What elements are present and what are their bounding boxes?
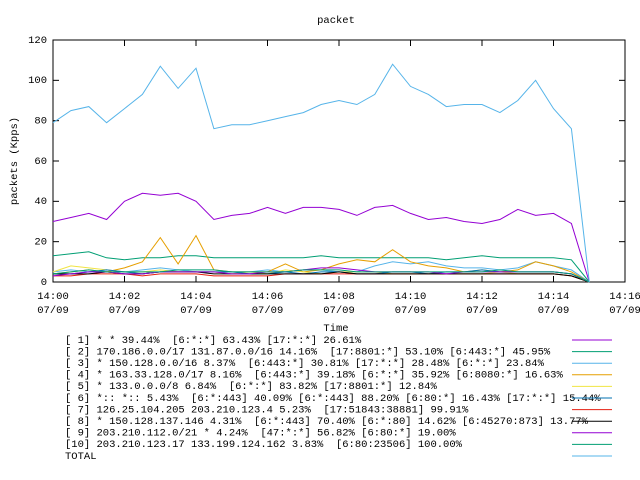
series-line [52, 269, 590, 283]
legend-label: [ 1] * * 39.44% [6:*:*] 63.43% [17:*:*] … [65, 335, 362, 347]
y-tick-label: 80 [34, 115, 47, 127]
x-tick-label: 14:08 [323, 291, 355, 303]
x-tick-label: 14:02 [109, 291, 141, 303]
legend-label: [ 9] 203.210.112.0/21 * 4.24% [47:*:*] 5… [65, 428, 456, 440]
x-tick-label: 14:10 [395, 291, 427, 303]
x-tick-label: 14:14 [538, 291, 570, 303]
legend-label: [ 7] 126.25.104.205 203.210.123.4 5.23% … [65, 404, 469, 416]
x-tick-label: 07/09 [109, 305, 141, 317]
x-tick-label: 07/09 [180, 305, 212, 317]
y-tick-label: 60 [34, 156, 47, 168]
x-tick-label: 14:06 [252, 291, 284, 303]
y-axis-label: packets (Kpps) [9, 117, 21, 205]
series-line [52, 63, 590, 283]
x-tick-label: 07/09 [252, 305, 284, 317]
x-axis-label: Time [323, 323, 348, 335]
x-tick-label: 07/09 [466, 305, 498, 317]
x-tick-label: 07/09 [538, 305, 570, 317]
y-tick-label: 120 [28, 35, 47, 47]
legend-label: [ 6] *:: *:: 5.43% [6:*:443] 40.09% [6:*… [65, 393, 601, 405]
x-tick-label: 14:16 [609, 291, 640, 303]
series-line [52, 251, 590, 283]
legend-label: TOTAL [65, 451, 97, 463]
x-tick-label: 14:00 [37, 291, 69, 303]
x-tick-label: 14:12 [466, 291, 498, 303]
x-tick-label: 07/09 [609, 305, 640, 317]
legend-label: [ 8] * 150.128.137.146 4.31% [6:*:443] 7… [65, 416, 589, 428]
legend-label: [ 2] 170.186.0.0/17 131.87.0.0/16 14.16%… [65, 346, 551, 358]
legend-label: [ 5] * 133.0.0.0/8 6.84% [6:*:*] 83.82% … [65, 381, 437, 393]
y-tick-label: 40 [34, 196, 47, 208]
series-line [52, 267, 590, 283]
legend-label: [ 4] * 163.33.128.0/17 8.16% [6:443:*] 3… [65, 370, 563, 382]
chart-title: packet [317, 15, 355, 27]
y-tick-label: 20 [34, 236, 47, 248]
x-tick-label: 07/09 [395, 305, 427, 317]
legend-label: [10] 203.210.123.17 133.199.124.162 3.83… [65, 439, 463, 451]
x-tick-label: 14:04 [180, 291, 212, 303]
y-tick-label: 0 [41, 277, 47, 289]
series-line [52, 192, 590, 283]
legend-label: [ 3] * 150.128.0.0/16 8.37% [6:443:*] 30… [65, 358, 545, 370]
x-tick-label: 07/09 [37, 305, 69, 317]
y-tick-label: 100 [28, 75, 47, 87]
x-tick-label: 07/09 [323, 305, 355, 317]
